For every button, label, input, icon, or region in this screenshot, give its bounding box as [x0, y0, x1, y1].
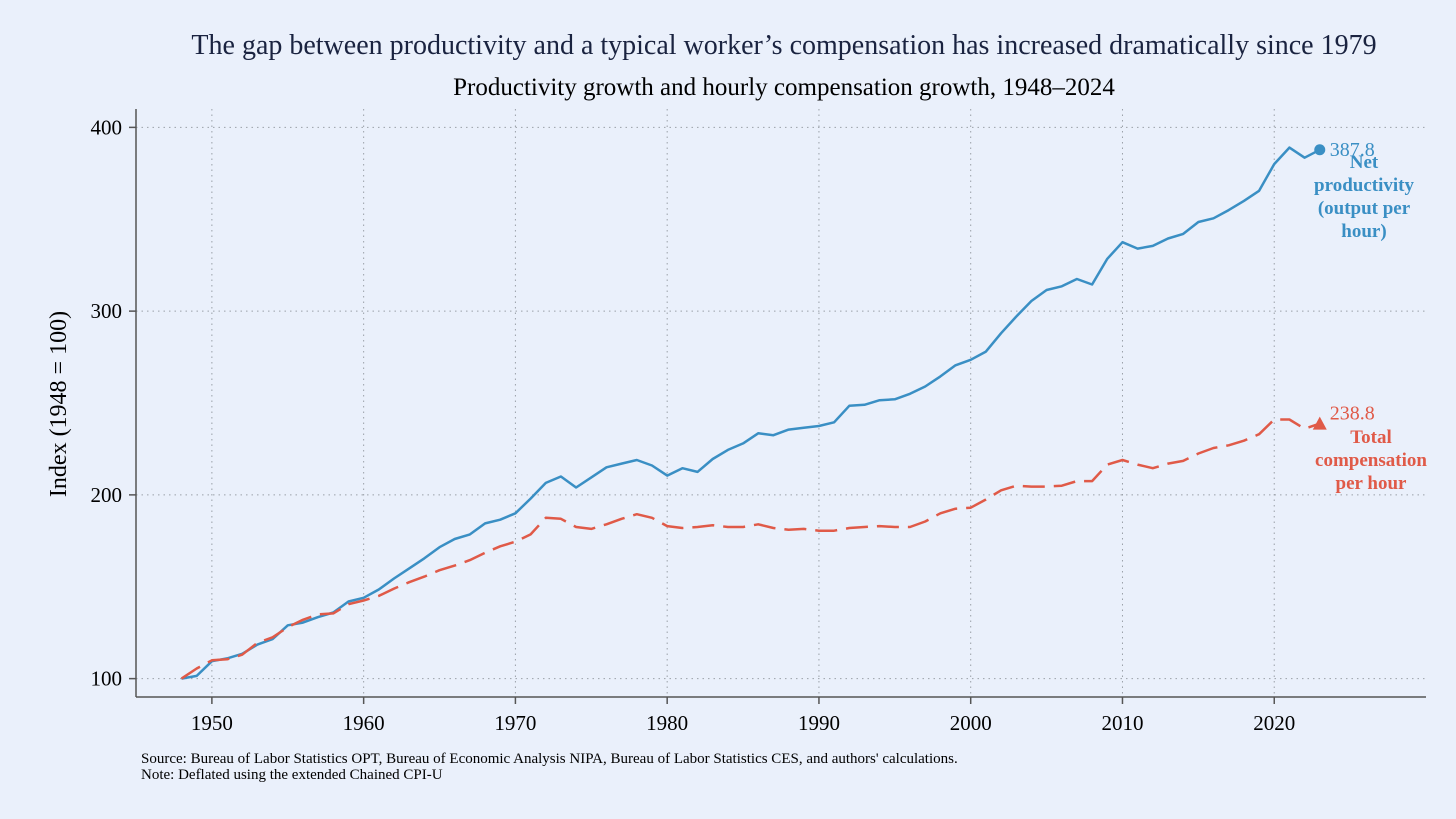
- series-label-total-compensation-per-hour: Total compensation per hour: [1315, 427, 1427, 494]
- x-tick-label: 1950: [191, 711, 233, 735]
- series-line-net-productivity-output-per-hour: [181, 146, 1321, 680]
- end-marker-total-compensation-per-hour: [1312, 416, 1327, 430]
- y-tick-label: 400: [91, 115, 123, 139]
- series-label-line: compensation: [1315, 450, 1427, 471]
- x-tick-label: 1970: [494, 711, 536, 735]
- end-value-label-net-productivity-output-per-hour: 387.8: [1330, 139, 1375, 161]
- chart-subtitle: Productivity growth and hourly compensat…: [453, 74, 1115, 101]
- x-tick-label: 2020: [1253, 711, 1295, 735]
- deflator-note: Note: Deflated using the extended Chaine…: [141, 767, 443, 783]
- y-tick-label: 200: [91, 483, 123, 507]
- end-value-label-total-compensation-per-hour: 238.8: [1330, 403, 1375, 425]
- x-tick-label: 2010: [1101, 711, 1143, 735]
- source-note: Source: Bureau of Labor Statistics OPT, …: [141, 751, 958, 767]
- series-line-total-compensation-per-hour: [180, 418, 1321, 680]
- series-label-line: (output per: [1318, 198, 1411, 219]
- y-tick-label: 300: [91, 299, 123, 323]
- axes: [135, 109, 1426, 698]
- tick-marks: 100 200 300 400 1950 1960 1970 1980 1990 2000 2010…: [91, 115, 1296, 735]
- chart-title: The gap between productivity and a typic…: [191, 30, 1377, 61]
- y-axis-label: Index (1948 = 100): [46, 311, 72, 497]
- x-tick-label: 2000: [950, 711, 992, 735]
- grid-lines: [136, 109, 1426, 697]
- chart-notes: Source: Bureau of Labor Statistics OPT, …: [141, 751, 958, 783]
- series-label-line: Total: [1350, 427, 1392, 448]
- series-label-net-productivity-output-per-hour: Net productivity (output per hour): [1314, 152, 1414, 242]
- x-tick-label: 1990: [798, 711, 840, 735]
- x-tick-label: 1980: [646, 711, 688, 735]
- y-tick-label: 100: [91, 667, 123, 691]
- series-label-line: Net: [1350, 152, 1379, 173]
- series-label-line: productivity: [1314, 175, 1414, 196]
- series-lines: [180, 144, 1327, 680]
- series-label-line: hour): [1341, 221, 1386, 242]
- x-tick-label: 1960: [343, 711, 385, 735]
- series-label-line: per hour: [1336, 473, 1407, 494]
- end-marker-net-productivity-output-per-hour: [1314, 144, 1326, 156]
